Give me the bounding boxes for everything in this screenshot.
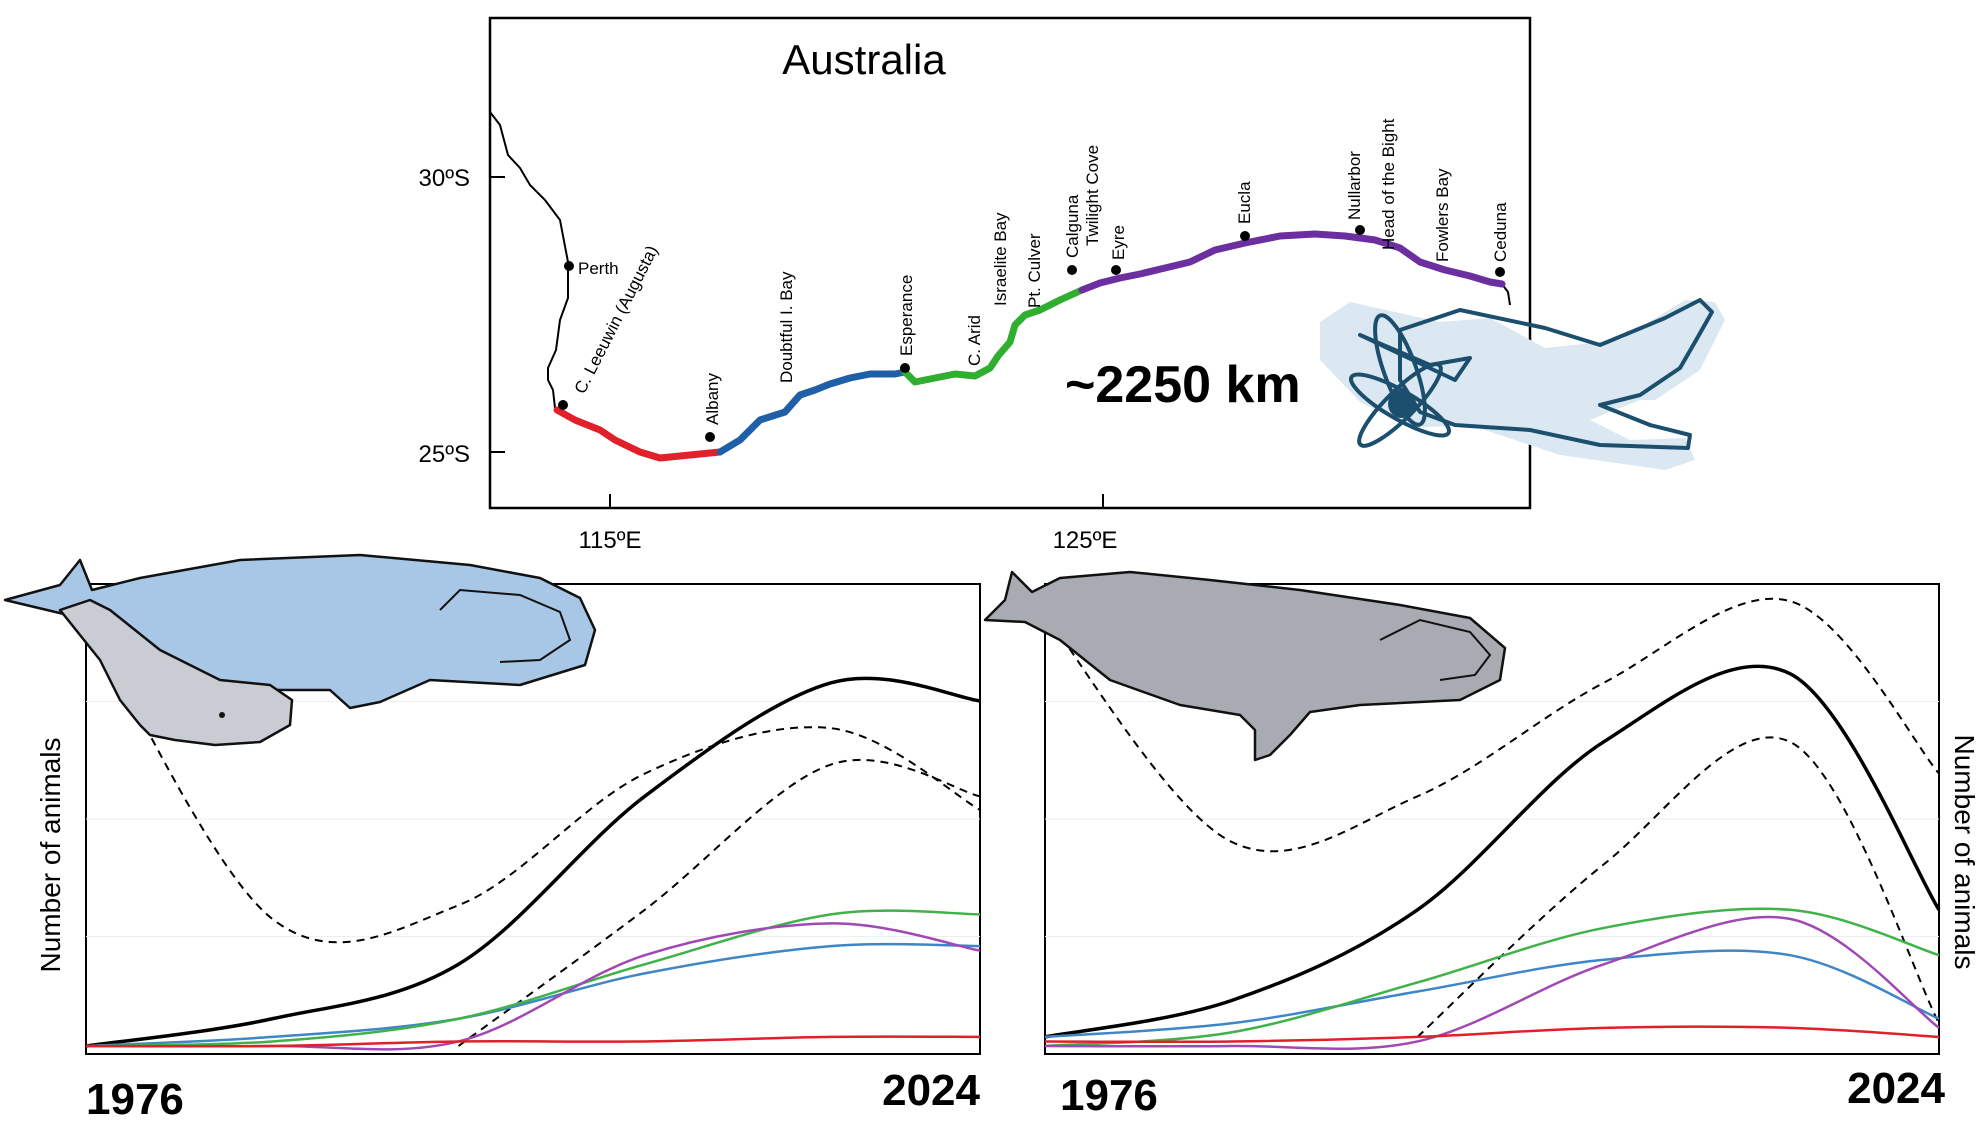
map-frame [488,16,1532,510]
place-label-ceduna: Ceduna [1491,202,1510,262]
chart-left-series-lower-ci-line [457,758,981,1047]
chart-left-series-upper-ci-line [85,614,981,944]
map-title: Australia [782,36,946,83]
calf-whale [58,598,294,747]
coast-segment-green [901,286,1086,386]
calf-eye [219,712,225,718]
plane-wing [1358,333,1472,382]
map-panel: Australia 30ºS 25ºS 115ºE 125ºE Perth C.… [419,16,1532,554]
place-label-eucla: Eucla [1235,181,1254,224]
mother-whale-head-detail [439,588,572,663]
chart-right-series-total-line [1044,664,1941,1039]
adult-whale [983,570,1507,762]
place-label-esperance: Esperance [897,275,916,356]
chart-right-series-green-line [1044,907,1940,1048]
plane-fuselage [1398,298,1714,450]
place-label-eyre: Eyre [1109,225,1128,260]
chart-left-series-purple-line [85,922,981,1051]
place-label-calguna: Calguna [1063,194,1082,258]
place-label-fowlers-bay: Fowlers Bay [1433,168,1452,262]
lon-label-115: 115ºE [578,527,641,554]
place-dot-eyre [1111,265,1121,275]
chart-left-series-blue-line [85,942,981,1048]
survey-plane-illustration [1320,298,1725,470]
chart-right [1044,598,1941,1050]
place-label-twilight-cove: Twilight Cove [1083,145,1102,246]
mother-calf-whale-illustration [3,553,597,747]
chart-left-series-red-line [85,1035,981,1048]
propeller-hub [1388,390,1416,418]
place-dot-eucla [1240,231,1250,241]
place-label-nullarbor: Nullarbor [1345,151,1364,220]
lat-label-25: 25ºS [419,441,470,468]
place-label-albany: Albany [703,373,722,425]
chart-right-x-end: 2024 [1847,1064,1945,1113]
plane-shadow [1320,300,1725,470]
place-dot-perth [564,261,574,271]
chart-right-x-start: 1976 [1060,1071,1158,1120]
adult-whale-head-detail [1379,618,1492,681]
chart-left-ylabel: Number of animals [35,738,66,973]
chart-right-series-purple-line [1044,915,1940,1050]
lon-label-125: 125ºE [1053,527,1118,554]
chart-right-series-lower-ci-line [1416,736,1940,1038]
coast-segment-purple [1078,230,1506,294]
chart-right-ylabel: Number of animals [1949,735,1980,970]
place-label-c-arid: C. Arid [965,315,984,366]
place-label-head-of-bight: Head of the Bight [1379,118,1398,250]
place-label-perth: Perth [578,259,619,278]
place-dot-ceduna [1495,267,1505,277]
chart-left-x-end: 2024 [882,1066,980,1115]
propeller-blade-1 [1373,313,1427,427]
chart-right-series-blue-line [1044,949,1940,1039]
coast-segment-red [553,406,724,462]
chart-right-series-red-line [1044,1025,1940,1044]
place-label-pt-culver: Pt. Culver [1025,233,1044,308]
distance-label: ~2250 km [1065,356,1301,414]
place-dot-calguna [1067,265,1077,275]
place-dot-leeuwin [558,400,568,410]
place-dot-albany [705,432,715,442]
place-dot-esperance [900,363,910,373]
place-label-israelite-bay: Israelite Bay [991,212,1010,306]
adult-whale-illustration [983,570,1507,762]
lat-label-30: 30ºS [419,165,470,192]
chart-left-x-start: 1976 [86,1075,184,1122]
chart-left-series-green-line [85,909,981,1048]
place-label-doubtful-bay: Doubtful I. Bay [777,271,796,383]
place-dot-nullarbor [1355,225,1365,235]
chart-left-series-total-line [85,676,981,1048]
coast-segment-blue [716,368,909,456]
